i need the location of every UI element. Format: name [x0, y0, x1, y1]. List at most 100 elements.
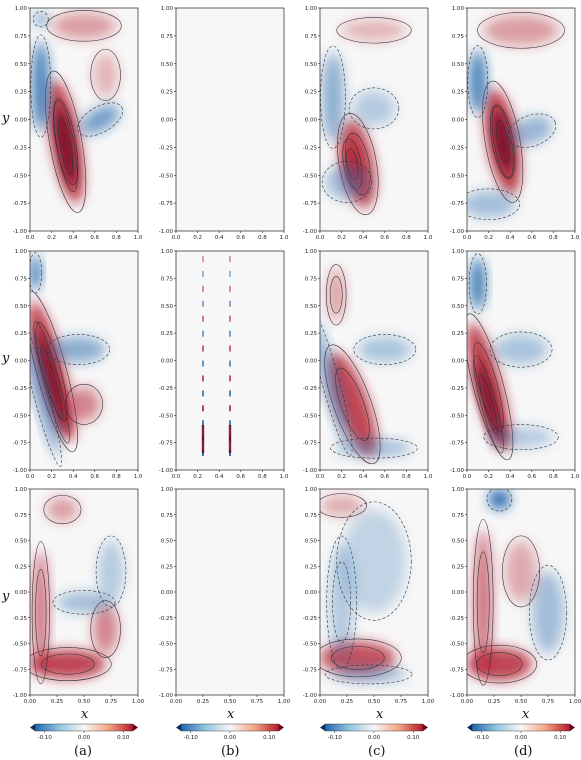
y-tick-label: -0.25	[303, 616, 318, 622]
field-blob	[330, 666, 407, 683]
y-tick-label: 0.75	[161, 34, 174, 40]
panel-b-row3: 0.00 0.25 0.50 0.75 1.00 1.00 0.75 0.50 0.25 0.00…	[159, 487, 291, 705]
x-tick-label: 0.75	[251, 699, 264, 705]
caption-a: (a)	[74, 744, 92, 759]
y-tick-label: -0.25	[450, 386, 465, 392]
y-axis-label-row3: y	[1, 589, 10, 604]
y-axis-label-row1: y	[1, 111, 10, 126]
x-tick-label: 0.25	[51, 699, 64, 705]
x-tick-label: 1.0	[571, 474, 580, 480]
caption-b: (b)	[221, 744, 239, 759]
colorbar-gradient	[324, 723, 424, 732]
x-tick-label: 0.8	[112, 474, 121, 480]
x-tick-label: 1.0	[424, 474, 433, 480]
y-tick-label: 0.50	[305, 304, 318, 310]
y-tick-label: 0.00	[452, 118, 465, 124]
field-blob	[322, 52, 344, 142]
x-tick-label: 0.4	[359, 474, 368, 480]
field-blob	[488, 489, 511, 510]
streak-segment	[229, 300, 231, 307]
contour-positive	[472, 519, 494, 686]
field-blob	[30, 255, 41, 291]
field-blob	[510, 116, 553, 146]
contour-positive	[473, 355, 504, 454]
field-blob	[98, 540, 124, 603]
contour-positive	[491, 106, 514, 178]
panel-d-row3: 0.00 0.25 0.50 0.75 1.00 1.00 0.75 0.50 0.25 0.00…	[450, 487, 581, 705]
x-tick-label: 0.6	[380, 235, 389, 241]
y-tick-label: 0.00	[305, 118, 318, 124]
field-blob	[488, 426, 554, 449]
x-tick-label: 0.8	[258, 474, 267, 480]
streak-segment	[202, 270, 204, 277]
colorbar-tick-label: -0.10	[475, 735, 490, 741]
contour-negative	[324, 664, 413, 685]
y-tick-label: 0.25	[305, 331, 318, 337]
y-tick-label: -1.00	[13, 693, 28, 699]
field-blob	[325, 164, 369, 200]
y-tick-label: 1.00	[161, 487, 174, 493]
y-tick-label: 0.25	[452, 564, 465, 570]
x-tick-label: 0.0	[172, 235, 181, 241]
field-blob	[467, 190, 516, 218]
y-tick-label: -1.00	[450, 229, 465, 235]
colorbar-extend-low	[320, 724, 325, 731]
y-tick-label: -1.00	[13, 468, 28, 474]
streak-segment	[229, 405, 231, 412]
panel-c-row2: 0.0 0.2 0.4 0.6 0.8 1.0 1.00 0.75 0.50 0.25 0.00 -0…	[303, 249, 433, 480]
colorbar-tick-label: 0.00	[368, 735, 381, 741]
y-tick-label: -1.00	[159, 229, 174, 235]
contour-negative	[77, 102, 123, 137]
contour-negative	[483, 424, 559, 451]
x-tick-label: 1.00	[422, 699, 435, 705]
x-tick-label: 1.0	[280, 474, 289, 480]
x-tick-label: 0.4	[506, 235, 515, 241]
streak-segment	[229, 360, 231, 367]
streak-segment	[202, 300, 204, 307]
streak-peak	[201, 425, 205, 453]
vorticity-field	[30, 10, 123, 213]
y-tick-label: 1.00	[15, 6, 28, 12]
x-tick-label: 0.0	[26, 474, 35, 480]
y-tick-label: -1.00	[159, 693, 174, 699]
x-tick-label: 0.0	[172, 474, 181, 480]
y-tick-label: 0.25	[15, 331, 28, 337]
y-tick-label: 0.75	[15, 34, 28, 40]
streak-segment	[202, 315, 204, 322]
contour-positive	[329, 276, 343, 314]
contour-negative	[30, 252, 42, 294]
x-axis-label-d: x	[522, 707, 530, 722]
x-tick-label: 0.6	[380, 474, 389, 480]
y-tick-label: 1.00	[161, 249, 174, 255]
x-tick-label: 0.00	[314, 699, 327, 705]
y-tick-label: -0.50	[303, 173, 318, 179]
x-axis-label-b: x	[227, 707, 235, 722]
y-tick-label: 0.00	[161, 590, 174, 596]
x-tick-label: 0.50	[368, 699, 381, 705]
y-tick-label: 0.00	[15, 590, 28, 596]
x-tick-label: 0.4	[69, 474, 78, 480]
field-blob	[320, 495, 364, 516]
y-tick-label: 0.50	[305, 62, 318, 68]
field-blob	[320, 318, 350, 446]
y-tick-label: 0.75	[452, 276, 465, 282]
contour-positive	[46, 10, 122, 42]
contour-positive	[65, 383, 103, 425]
field-blob	[341, 19, 407, 42]
x-tick-label: 0.50	[515, 699, 528, 705]
panel-a-row2: 0.0 0.2 0.4 0.6 0.8 1.0 1.00 0.75 0.50 0.25 0.00 -0…	[13, 249, 143, 480]
x-tick-label: 0.4	[215, 235, 224, 241]
contour-positive	[31, 541, 50, 684]
x-tick-label: 0.0	[463, 474, 472, 480]
field-blob	[92, 52, 119, 98]
y-tick-label: -0.75	[13, 201, 28, 207]
y-tick-label: 0.00	[15, 359, 28, 365]
y-tick-label: -0.50	[159, 173, 174, 179]
colorbar-extend-low	[176, 724, 181, 731]
x-axis-label-a: x	[81, 707, 89, 722]
y-tick-label: -0.50	[303, 413, 318, 419]
panel-b-row2: 0.0 0.2 0.4 0.6 0.8 1.0 1.00 0.75 0.50 0.25 0.00 -0…	[159, 249, 289, 480]
x-tick-label: 0.8	[549, 235, 558, 241]
streak-segment	[229, 330, 231, 337]
y-tick-label: -0.25	[450, 616, 465, 622]
